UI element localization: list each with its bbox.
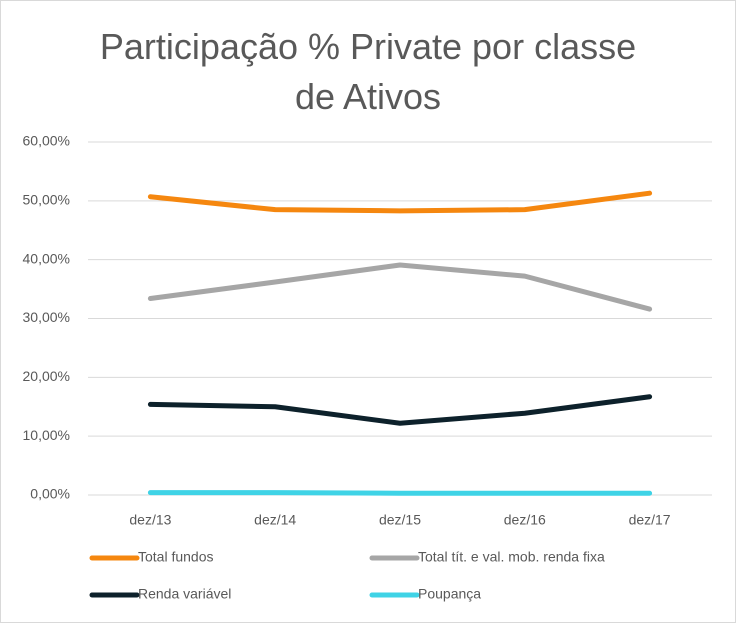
x-tick-label: dez/13 — [129, 512, 171, 528]
y-tick-label: 60,00% — [23, 133, 70, 149]
series-line — [147, 262, 653, 312]
y-tick-label: 50,00% — [23, 192, 70, 208]
series-line — [147, 394, 653, 426]
y-tick-label: 20,00% — [23, 368, 70, 384]
legend-label: Total fundos — [138, 549, 214, 565]
x-tick-label: dez/15 — [379, 512, 421, 528]
legend-label: Total tít. e val. mob. renda fixa — [418, 549, 605, 565]
legend-label: Renda variável — [138, 586, 231, 602]
series-line — [147, 490, 653, 496]
series-line — [147, 190, 653, 214]
y-tick-label: 10,00% — [23, 427, 70, 443]
legend-label: Poupança — [418, 586, 481, 602]
y-tick-label: 30,00% — [23, 309, 70, 325]
x-tick-label: dez/17 — [629, 512, 671, 528]
x-tick-label: dez/16 — [504, 512, 546, 528]
y-tick-label: 40,00% — [23, 250, 70, 266]
y-tick-label: 0,00% — [30, 486, 70, 502]
chart-title: Participação % Private por classe de Ati… — [99, 26, 637, 117]
x-tick-label: dez/14 — [254, 512, 296, 528]
